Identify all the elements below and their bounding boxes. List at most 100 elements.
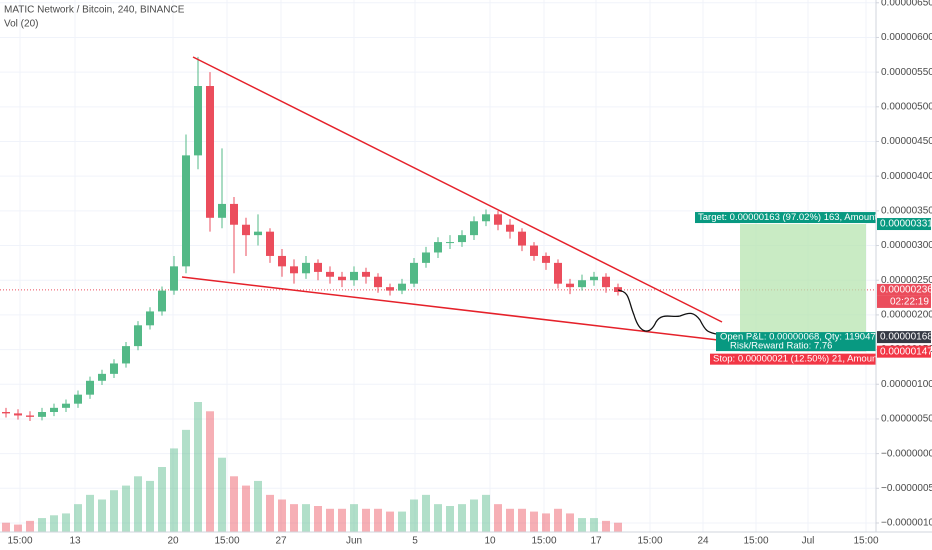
rr-label: Risk/Reward Ratio: 7.76 xyxy=(730,341,832,352)
y-tick-label: 0.00000450 xyxy=(881,136,932,147)
y-tick-label: 0.00000600 xyxy=(881,32,932,43)
candle-body xyxy=(374,276,382,288)
candle-body xyxy=(266,231,274,256)
volume-bar xyxy=(530,511,538,532)
x-tick-label: 15:00 xyxy=(743,536,768,547)
x-tick-label: 5 xyxy=(412,536,418,547)
candle-body xyxy=(470,221,478,236)
volume-bar xyxy=(590,518,598,532)
candle-body xyxy=(578,280,586,288)
volume-bar xyxy=(74,504,82,532)
volume-bar xyxy=(122,485,130,532)
candle-body xyxy=(146,311,154,326)
candle-body xyxy=(398,283,406,291)
price-tag-bg xyxy=(877,283,931,296)
volume-bar xyxy=(494,504,502,532)
volume-bar xyxy=(86,494,94,532)
volume-bar xyxy=(146,480,154,532)
profit-zone xyxy=(740,224,866,338)
candle-body xyxy=(14,413,22,416)
price-tag: 0.00000168 xyxy=(880,332,932,343)
price-tag: 0.00000147 xyxy=(880,346,932,357)
pnl-label-bg xyxy=(716,332,876,352)
volume-bar xyxy=(62,513,70,532)
candle-body xyxy=(302,262,310,274)
stop-label-bg xyxy=(710,353,876,365)
x-tick-label: 15:00 xyxy=(531,536,556,547)
volume-bar xyxy=(314,506,322,532)
candle-body xyxy=(542,255,550,263)
candle-body xyxy=(506,224,514,232)
candle-body xyxy=(38,412,46,417)
volume-bar xyxy=(422,494,430,532)
y-tick-label: 0.00000500 xyxy=(881,101,932,112)
x-tick-label: Jul xyxy=(802,536,815,547)
y-tick-label: 0.00000100 xyxy=(881,379,932,390)
candle-body xyxy=(182,155,190,267)
x-tick-label: 15:00 xyxy=(7,536,32,547)
y-tick-label: 0.00000550 xyxy=(881,67,932,78)
candle-body xyxy=(2,412,10,414)
candle-body xyxy=(446,242,454,244)
candle-body xyxy=(386,287,394,291)
stop-label: Stop: 0.00000021 (12.50%) 21, Amount xyxy=(713,354,880,365)
candle-body xyxy=(494,214,502,225)
price-tag: 0.00000331 xyxy=(880,219,932,230)
candle-body xyxy=(290,266,298,274)
volume-bar xyxy=(266,494,274,532)
volume-bar xyxy=(182,429,190,532)
countdown-bg xyxy=(877,295,931,308)
volume-bar xyxy=(338,508,346,532)
candle-body xyxy=(326,271,334,277)
volume-bar xyxy=(98,499,106,532)
upper-trendline xyxy=(192,56,723,323)
volume-bar xyxy=(170,448,178,532)
volume-bar xyxy=(350,504,358,532)
x-tick-label: 17 xyxy=(590,536,602,547)
x-tick-label: 24 xyxy=(697,536,709,547)
volume-bar xyxy=(446,506,454,532)
x-tick-label: 27 xyxy=(275,536,287,547)
price-tag: 0.00000236 xyxy=(880,285,932,296)
x-tick-label: 20 xyxy=(167,536,179,547)
candle-body xyxy=(566,283,574,288)
candle-body xyxy=(170,266,178,291)
symbol-title: MATIC Network / Bitcoin, 240, BINANCE xyxy=(4,5,185,16)
y-tick-label: 0.00000400 xyxy=(881,171,932,182)
volume-bar xyxy=(614,522,622,532)
volume-bar xyxy=(290,504,298,532)
candle-body xyxy=(86,380,94,395)
candle-body xyxy=(134,325,142,347)
volume-bar xyxy=(470,499,478,532)
candle-body xyxy=(338,276,346,281)
volume-bar xyxy=(158,467,166,532)
y-tick-label: 0.00000050 xyxy=(881,414,932,425)
x-tick-label: 10 xyxy=(484,536,496,547)
volume-bar xyxy=(38,518,46,532)
target-label-bg xyxy=(695,212,876,224)
volume-legend: Vol (20) xyxy=(4,19,38,30)
candle-body xyxy=(206,86,214,218)
pnl-label: Open P&L: 0.00000068, Qty: 1190476 xyxy=(720,332,881,343)
y-tick-label: 0.00000300 xyxy=(881,240,932,251)
candle-body xyxy=(278,255,286,267)
volume-bar xyxy=(14,524,22,532)
candle-body xyxy=(614,287,622,293)
volume-bar xyxy=(230,476,238,532)
countdown: 02:22:19 xyxy=(890,297,929,308)
candle-body xyxy=(314,262,322,272)
x-tick-label: Jun xyxy=(346,536,362,547)
candle-body xyxy=(194,86,202,156)
candle-body xyxy=(62,403,70,408)
candle-body xyxy=(122,346,130,364)
candle-body xyxy=(26,415,34,417)
volume-bar xyxy=(254,480,262,532)
candle-body xyxy=(98,373,106,381)
volume-bar xyxy=(278,499,286,532)
y-tick-label: 0.00000200 xyxy=(881,310,932,321)
candle-body xyxy=(50,407,58,413)
candle-body xyxy=(350,271,358,281)
volume-bar xyxy=(362,508,370,532)
volume-bar xyxy=(410,499,418,532)
candle-body xyxy=(74,394,82,404)
